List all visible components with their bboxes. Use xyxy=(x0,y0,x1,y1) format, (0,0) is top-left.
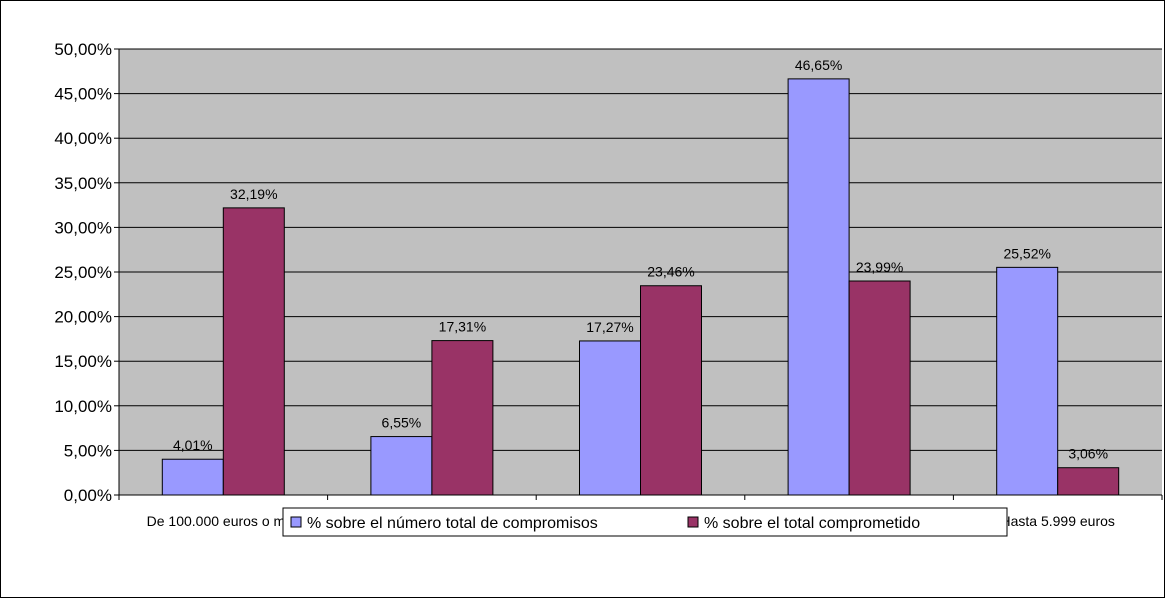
bars xyxy=(161,78,1120,496)
data-label: 46,65% xyxy=(795,57,842,73)
y-tick-label: 30,00% xyxy=(54,218,112,237)
legend-label-series-2: % sobre el total comprometido xyxy=(704,515,920,532)
y-tick-label: 15,00% xyxy=(54,352,112,371)
data-label: 3,06% xyxy=(1068,446,1108,462)
legend: % sobre el número total de compromisos %… xyxy=(282,507,1008,537)
bar-series-2 xyxy=(1057,467,1120,496)
y-tick-label: 10,00% xyxy=(54,397,112,416)
data-labels: 4,01% 32,19% 6,55% 17,31% 17,27% 23,46% 46,65%… xyxy=(173,57,1108,462)
y-tick-label: 0,00% xyxy=(64,486,112,505)
bar-series-1 xyxy=(161,458,224,496)
bar-series-2 xyxy=(222,207,285,496)
x-category-label: Hasta 5.999 euros xyxy=(1000,513,1114,529)
y-tick-label: 40,00% xyxy=(54,129,112,148)
bar-series-2 xyxy=(431,340,494,496)
data-label: 32,19% xyxy=(230,186,277,202)
data-label: 23,99% xyxy=(856,259,903,275)
data-label: 6,55% xyxy=(382,415,422,431)
legend-box xyxy=(282,507,1008,537)
y-tick-label: 50,00% xyxy=(54,40,112,59)
legend-label-series-1: % sobre el número total de compromisos xyxy=(307,515,598,532)
data-label: 25,52% xyxy=(1003,245,1050,261)
bar-series-1 xyxy=(996,266,1059,496)
bar-series-2 xyxy=(848,280,911,496)
x-category-label: De 100.000 euros o más xyxy=(147,513,300,529)
data-label: 4,01% xyxy=(173,437,213,453)
legend-swatch-series-1 xyxy=(290,516,302,528)
bar-series-1 xyxy=(579,340,641,496)
y-tick-label: 20,00% xyxy=(54,308,112,327)
data-label: 23,46% xyxy=(647,264,694,280)
y-tick-label: 45,00% xyxy=(54,85,112,104)
legend-swatch-series-2 xyxy=(687,516,699,528)
data-label: 17,27% xyxy=(586,319,633,335)
y-tick-label: 25,00% xyxy=(54,263,112,282)
bar-series-2 xyxy=(640,285,702,496)
bar-series-1 xyxy=(370,436,433,496)
data-label: 17,31% xyxy=(439,319,486,335)
bar-series-1 xyxy=(787,78,850,496)
y-tick-label: 35,00% xyxy=(54,174,112,193)
y-tick-label: 5,00% xyxy=(64,441,112,460)
